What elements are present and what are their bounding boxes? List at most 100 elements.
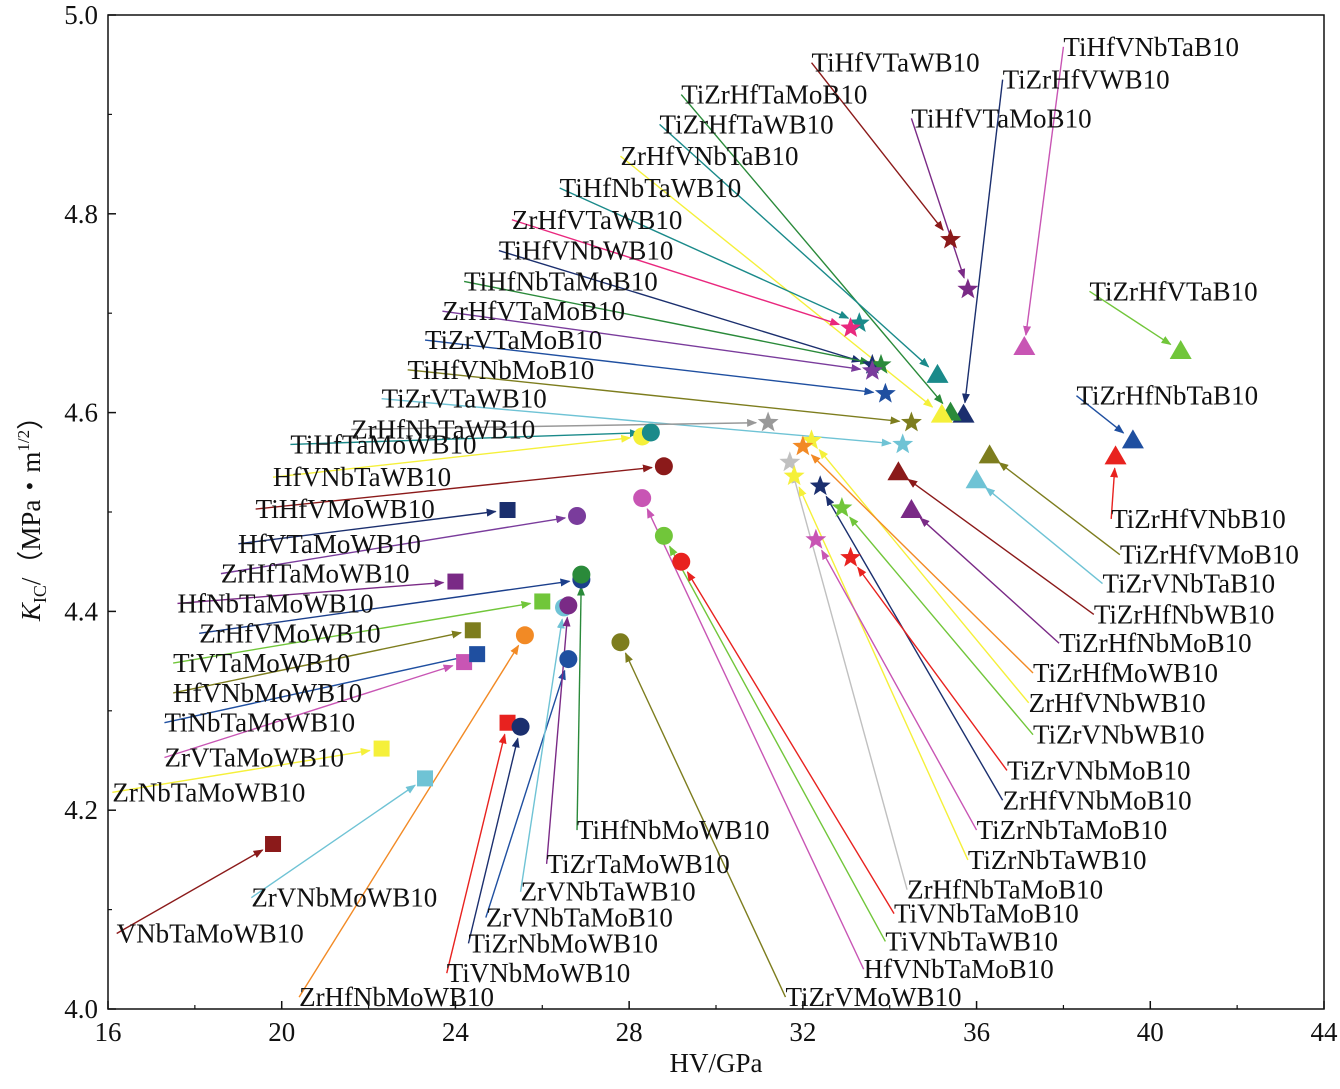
arrow-tivnbmowb10: [446, 733, 507, 974]
label-tizrnbtamob10: TiZrNbTaMoB10: [977, 815, 1168, 845]
y-axis-title-sup: 1/2: [14, 430, 33, 452]
marker-tizrvnbwb10: [831, 497, 853, 517]
label-zrhfvnbwb10: ZrHfVNbWB10: [1029, 688, 1206, 718]
arrow-tinbtamowb10: [164, 654, 467, 724]
arrow-tizrhfnbtab10: [1076, 395, 1125, 434]
arrow-tihfvtamob10: [910, 118, 966, 279]
label-zrvtamowb10: ZrVTaMoWB10: [164, 743, 344, 773]
marker-vnbtamowb10: [265, 835, 282, 852]
label-zrvnbtawb10: ZrVNbTaWB10: [521, 877, 696, 907]
arrow-tizrnbtamob10: [821, 549, 978, 831]
arrow-tizrvtawb10: [381, 397, 892, 447]
marker-tizrhftawb10: [926, 363, 949, 383]
label-zrhfnbmowb10: ZrHfNbMoWB10: [299, 982, 494, 1012]
arrow-tizrvnbmob10: [857, 566, 1008, 771]
label-tinbtamowb10: TiNbTaMoWB10: [164, 708, 355, 738]
arrow-tizrhftawb10: [659, 123, 930, 368]
arrow-tihfvtawb10: [810, 62, 944, 231]
y-tick-label-3: 4.6: [64, 398, 98, 428]
marker-zrnbtamowb10: [373, 740, 390, 757]
marker-tizrhfvnbb10: [1104, 445, 1127, 465]
label-tizrhfnbtab10: TiZrHfNbTaB10: [1076, 381, 1258, 411]
arrow-tizrvnbwb10: [849, 516, 1034, 736]
marker-tizrnbtawb10: [783, 465, 805, 486]
label-zrhfvmowb10: ZrHfVMoWB10: [199, 618, 380, 648]
label-vnbtamowb10: VNbTaMoWB10: [117, 918, 304, 948]
arrow-zrhftamowb10: [220, 515, 567, 575]
label-tizrtamowb10: TiZrTaMoWB10: [547, 849, 730, 879]
label-tizrhfnbmob10: TiZrHfNbMoB10: [1059, 628, 1252, 658]
label-tihfvmowb10: TiHfVMoWB10: [256, 494, 435, 524]
marker-zrhfnbmowb10: [515, 626, 534, 645]
arrow-hfvnbmowb10: [172, 630, 463, 694]
arrow-tizrhfnbmob10: [919, 517, 1060, 644]
marker-tivnbtamob10: [672, 552, 691, 571]
label-tizrhfvmob10: TiZrHfVMoB10: [1120, 540, 1299, 570]
marker-tivtamowb10: [534, 593, 551, 610]
marker-tizrhfnbmob10: [900, 499, 923, 519]
x-tick-label-7: 44: [1311, 1017, 1339, 1047]
arrow-zrhfvmowb10: [199, 578, 571, 634]
arrow-tivnbtawb10: [669, 545, 886, 942]
y-axis-title-rest: /（MPa・m: [16, 452, 46, 586]
marker-tihfvmowb10: [654, 457, 673, 476]
arrow-tizrhfmowb10: [810, 454, 1034, 674]
marker-tihfnbtamob10: [870, 353, 892, 374]
label-zrhfnbtamob10: ZrHfNbTaMoB10: [907, 875, 1103, 905]
label-tizrhftamob10: TiZrHfTaMoB10: [681, 80, 867, 110]
arrow-zrvnbtawb10: [519, 618, 565, 892]
marker-tizrvtamob10: [874, 382, 896, 403]
arrow-tihfnbtawb10: [559, 187, 850, 319]
marker-tizrhfmowb10: [792, 435, 814, 456]
marker-zrhftamowb10: [568, 506, 587, 525]
marker-tizrhfvmob10: [978, 444, 1001, 464]
arrow-hfnbtamowb10: [177, 579, 445, 605]
arrow-tihfvnbtab10: [1023, 46, 1065, 337]
marker-tihftamowb10: [641, 423, 660, 442]
label-tizrnbmowb10: TiZrNbMoWB10: [468, 928, 658, 958]
y-tick-label-0: 4.0: [64, 994, 98, 1024]
label-tizrvmowb10: TiZrVMoWB10: [785, 982, 961, 1012]
data-markers: [265, 228, 1192, 852]
y-axis-title-base: K: [16, 601, 46, 622]
marker-tizrhfvtab10: [1169, 339, 1192, 359]
marker-tizrnbmowb10: [511, 717, 530, 736]
marker-zrhfvnbtab10: [930, 403, 953, 423]
marker-tizrnbtamob10: [805, 528, 827, 549]
label-zrhfnbtawb10: ZrHfNbTaWB10: [351, 414, 535, 444]
label-tivtamowb10: TiVTaMoWB10: [173, 648, 350, 678]
arrow-tihfvnbwb10: [498, 249, 862, 363]
marker-zrhfnbtawb10: [757, 411, 779, 432]
arrow-vnbtamowb10: [116, 849, 264, 935]
arrow-tizrvmowb10: [624, 652, 787, 998]
arrow-zrhfvtamob10: [442, 310, 862, 372]
label-tihfvtamob10: TiHfVTaMoB10: [911, 103, 1091, 133]
label-zrvnbtamob10: ZrVNbTaMoB10: [486, 903, 673, 933]
marker-zrhfvnbwb10: [801, 429, 822, 450]
label-zrvnbmowb10: ZrVNbMoWB10: [251, 883, 437, 913]
x-tick-label-5: 36: [963, 1017, 990, 1047]
arrow-tihftamowb10: [290, 429, 640, 446]
arrow-zrnbtamowb10: [112, 747, 371, 793]
label-tizrhftawb10: TiZrHfTaWB10: [660, 109, 834, 139]
label-tizrvnbtab10: TiZrVNbTaB10: [1103, 569, 1276, 599]
arrow-zrvnbmowb10: [250, 784, 416, 899]
arrow-tizrnbtawb10: [798, 486, 969, 861]
arrow-zrhfnbtawb10: [351, 418, 758, 431]
label-tizrvnbwb10: TiZrVNbWB10: [1033, 720, 1205, 750]
arrow-zrvtamowb10: [164, 664, 454, 759]
y-tick-label-2: 4.4: [64, 596, 98, 626]
label-tivnbtamob10: TiVNbTaMoB10: [894, 899, 1079, 929]
arrow-tihfnbmowb10: [576, 585, 586, 831]
label-tihftamowb10: TiHfTaMoWB10: [290, 429, 476, 459]
marker-zrvtamowb10: [456, 654, 473, 671]
marker-tihfvnbtab10: [1013, 335, 1036, 355]
x-tick-label-6: 40: [1137, 1017, 1164, 1047]
label-tihfvnbtab10: TiHfVNbTaB10: [1063, 32, 1239, 62]
marker-tihfvnbmob10: [901, 411, 922, 432]
arrow-zrhfvnbmob10: [825, 495, 1004, 801]
leader-arrows: [112, 46, 1172, 998]
marker-tizrvmowb10: [611, 633, 630, 652]
label-zrhfvtawb10: ZrHfVTaWB10: [512, 205, 683, 235]
label-zrnbtamowb10: ZrNbTaMoWB10: [112, 777, 305, 807]
